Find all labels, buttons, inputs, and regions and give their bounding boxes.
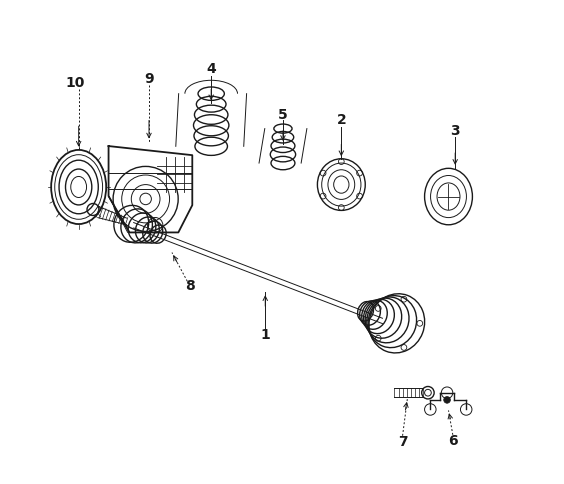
Text: 2: 2 (337, 113, 346, 127)
Text: 5: 5 (278, 108, 288, 122)
Text: 9: 9 (144, 72, 154, 86)
Text: 10: 10 (65, 76, 85, 90)
Text: 3: 3 (451, 124, 460, 138)
Text: 8: 8 (185, 279, 195, 293)
Text: 7: 7 (398, 435, 407, 449)
Text: 1: 1 (261, 328, 270, 342)
Text: 6: 6 (448, 434, 457, 448)
Text: 4: 4 (206, 62, 216, 76)
Circle shape (444, 396, 451, 403)
